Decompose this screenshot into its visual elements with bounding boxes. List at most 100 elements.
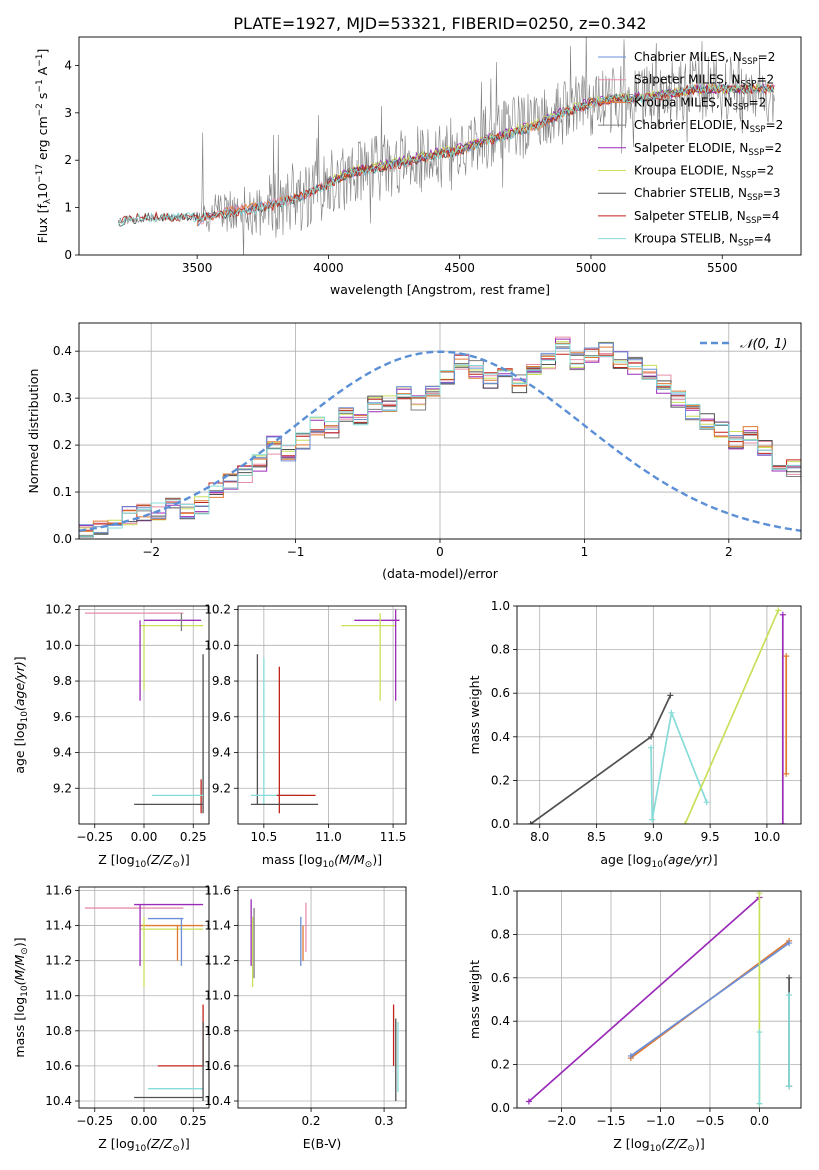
x-tick-label: 0 bbox=[436, 545, 444, 559]
y-tick-label: 9.8 bbox=[212, 674, 231, 688]
y-tick-label: 10.0 bbox=[45, 638, 72, 652]
mass-vs-Z-panel: −0.25 0.00 0.25 10.4 10.6 10.8 11.0 11.2 11.4 11.… bbox=[12, 884, 210, 1154]
normal-curve bbox=[79, 350, 801, 532]
data-point bbox=[648, 733, 655, 740]
data-point bbox=[668, 709, 675, 716]
axes-frame bbox=[237, 605, 407, 825]
x-tick-label: 8.5 bbox=[587, 830, 606, 844]
data-point bbox=[627, 1052, 634, 1059]
histogram-step bbox=[79, 342, 801, 536]
y-tick-label: 0.2 bbox=[53, 438, 72, 452]
data-point bbox=[756, 1029, 763, 1036]
legend-label: Chabrier ELODIE, NSSP=2 bbox=[634, 118, 783, 135]
residuals-plot-area bbox=[79, 336, 801, 538]
data-point bbox=[783, 770, 790, 777]
x-tick-label: 8.0 bbox=[530, 830, 549, 844]
x-tick-label: 9.0 bbox=[644, 830, 663, 844]
x-axis-label: E(B-V) bbox=[303, 1136, 342, 1151]
axes-frame bbox=[516, 890, 802, 1109]
spectrum-plot-area bbox=[118, 37, 775, 255]
x-tick-label: 0.3 bbox=[375, 1114, 394, 1128]
x-axis-label: Z [log10(Z/Z⊙)] bbox=[613, 1136, 704, 1154]
y-tick-label: 0.4 bbox=[491, 1014, 510, 1028]
x-tick-label: −1.5 bbox=[596, 1114, 625, 1128]
y-tick-label: 0.4 bbox=[53, 344, 72, 358]
weight-vs-Z-panel: −2.0 −1.5 −1.0 −0.5 0.0 0.0 0.2 0.4 0.6 0.8 1.0 Z [… bbox=[467, 884, 802, 1154]
data-point bbox=[703, 799, 710, 806]
y-axis-label: Normed distribution bbox=[26, 369, 41, 494]
y-tick-label: 4 bbox=[64, 58, 72, 72]
legend-label: Chabrier MILES, NSSP=2 bbox=[634, 50, 775, 67]
histogram-step bbox=[79, 336, 801, 528]
x-tick-label: −2.0 bbox=[547, 1114, 576, 1128]
data-point bbox=[783, 653, 790, 660]
histogram-step bbox=[79, 343, 801, 537]
x-tick-label: −0.25 bbox=[76, 1114, 113, 1128]
y-tick-label: 9.6 bbox=[212, 710, 231, 724]
figure-title: PLATE=1927, MJD=53321, FIBERID=0250, z=0… bbox=[233, 14, 646, 33]
legend-label: Salpeter MILES, NSSP=2 bbox=[634, 73, 774, 90]
y-tick-label: 10.6 bbox=[45, 1059, 72, 1073]
legend-label: Kroupa STELIB, NSSP=4 bbox=[634, 232, 772, 249]
series-line bbox=[528, 896, 760, 1103]
plot-area bbox=[250, 609, 400, 814]
y-axis-label: mass weight bbox=[467, 675, 482, 754]
y-tick-label: 1.0 bbox=[491, 599, 510, 613]
data-point bbox=[779, 821, 786, 824]
series-line bbox=[650, 709, 708, 820]
y-tick-label: 11.0 bbox=[204, 989, 231, 1003]
x-tick-label: 1 bbox=[581, 545, 589, 559]
y-tick-label: 9.2 bbox=[212, 781, 231, 795]
y-tick-label: 11.0 bbox=[45, 989, 72, 1003]
axes-frame bbox=[78, 36, 802, 256]
x-axis-label: Z [log10(Z/Z⊙)] bbox=[98, 1136, 189, 1154]
plot-area bbox=[84, 903, 204, 1101]
series-line bbox=[684, 610, 780, 824]
y-axis-label: age [log10(age/yr)] bbox=[12, 656, 30, 773]
x-tick-label: 2 bbox=[725, 545, 733, 559]
model-fit-line bbox=[118, 83, 775, 227]
observed-spectrum bbox=[118, 37, 775, 255]
x-tick-label: 10.0 bbox=[754, 830, 781, 844]
y-tick-label: 11.6 bbox=[45, 884, 72, 898]
data-point bbox=[682, 821, 689, 824]
y-tick-label: 9.6 bbox=[53, 710, 72, 724]
legend-label: Chabrier STELIB, NSSP=3 bbox=[634, 186, 781, 203]
x-tick-label: 11.5 bbox=[380, 830, 407, 844]
x-tick-label: 0.2 bbox=[301, 1114, 320, 1128]
y-tick-label: 0.8 bbox=[491, 643, 510, 657]
data-point bbox=[786, 992, 793, 999]
y-tick-label: 11.2 bbox=[45, 954, 72, 968]
data-point bbox=[525, 1098, 532, 1105]
y-tick-label: 0 bbox=[64, 248, 72, 262]
y-tick-label: 10.4 bbox=[204, 1094, 231, 1108]
y-tick-label: 1.0 bbox=[491, 884, 510, 898]
y-tick-label: 9.4 bbox=[212, 746, 231, 760]
x-tick-label: 0.0 bbox=[750, 1114, 769, 1128]
plot-area bbox=[250, 899, 399, 1101]
x-tick-label: −2 bbox=[142, 545, 160, 559]
residuals-panel: −2 −1 0 1 2 0.0 0.1 0.2 0.3 0.4 (data-model)/error… bbox=[26, 322, 802, 581]
x-axis-label: mass [log10(M/M⊙)] bbox=[262, 852, 382, 870]
histogram-step bbox=[79, 338, 801, 528]
plot-area bbox=[527, 607, 790, 824]
y-tick-label: 9.4 bbox=[53, 746, 72, 760]
x-tick-label: −1.0 bbox=[646, 1114, 675, 1128]
data-point bbox=[786, 974, 793, 981]
axes-frame bbox=[78, 886, 210, 1109]
x-tick-label: 4000 bbox=[313, 261, 344, 275]
x-tick-label: 10.5 bbox=[250, 830, 277, 844]
x-axis-label: (data-model)/error bbox=[382, 566, 499, 581]
x-tick-label: 0.00 bbox=[131, 1114, 158, 1128]
series-line bbox=[530, 695, 672, 824]
y-tick-label: 10.4 bbox=[45, 1094, 72, 1108]
y-tick-label: 0.2 bbox=[491, 773, 510, 787]
y-tick-label: 11.4 bbox=[204, 919, 231, 933]
axes-frame bbox=[237, 886, 407, 1109]
y-tick-label: 0.0 bbox=[491, 1101, 510, 1115]
y-tick-label: 0.4 bbox=[491, 730, 510, 744]
spectrum-panel: 3500 4000 4500 5000 5500 0 1 2 3 4 wavelength [Ang… bbox=[35, 36, 802, 297]
y-tick-label: 0.6 bbox=[491, 686, 510, 700]
histogram-step bbox=[79, 343, 801, 532]
